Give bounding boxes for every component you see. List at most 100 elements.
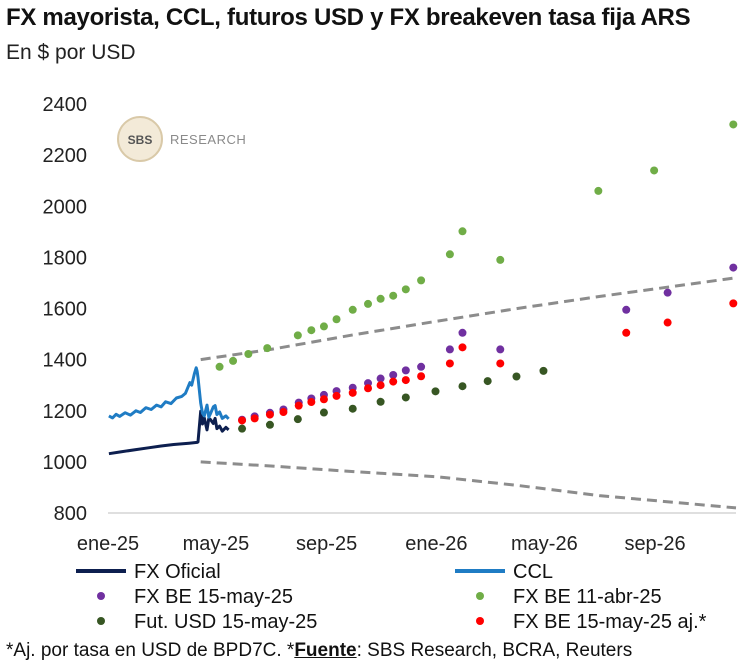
y-tick-label: 1800 — [43, 247, 88, 269]
legend-dot-marker — [97, 592, 105, 600]
data-point — [458, 382, 467, 391]
x-tick-label: ene-26 — [405, 533, 467, 555]
data-point — [250, 414, 259, 423]
chart-legend: FX Oficial CCL FX BE 15-may-25 FX BE 11-abr… — [76, 561, 707, 633]
data-point — [364, 384, 373, 393]
data-point — [376, 397, 385, 406]
data-point — [458, 227, 467, 236]
data-point — [319, 408, 328, 417]
data-point — [376, 294, 385, 303]
data-point — [307, 326, 316, 335]
chart-title: FX mayorista, CCL, futuros USD y FX brea… — [6, 4, 691, 31]
legend-label: Fut. USD 15-may-25 — [134, 611, 317, 633]
legend-item-fx-be-15-may-25: FX BE 15-may-25 — [97, 586, 293, 608]
data-point — [458, 343, 467, 352]
data-point — [389, 377, 398, 386]
data-point — [496, 345, 505, 354]
legend-item-fx-oficial: FX Oficial — [76, 561, 221, 583]
data-point — [496, 359, 505, 368]
data-point — [265, 410, 274, 419]
legend-label: FX BE 11-abr-25 — [513, 586, 662, 608]
watermark-text: RESEARCH — [170, 132, 246, 147]
data-point — [401, 366, 410, 375]
data-point — [364, 299, 373, 308]
data-point — [458, 328, 467, 337]
data-point — [389, 291, 398, 300]
x-tick-label: ene-25 — [77, 533, 139, 555]
data-point — [294, 401, 303, 410]
data-point — [729, 299, 738, 308]
series-line — [200, 276, 737, 362]
series-fx-be-11-abr-25 — [215, 120, 738, 371]
data-point — [263, 344, 272, 353]
legend-dot-marker — [476, 617, 484, 625]
data-point — [293, 415, 302, 424]
series-ccl — [108, 366, 230, 420]
data-point — [417, 276, 426, 285]
x-tick-label: may-26 — [511, 533, 578, 555]
data-point — [238, 416, 247, 425]
y-tick-label: 1600 — [43, 299, 88, 321]
data-point — [417, 372, 426, 381]
data-point — [445, 345, 454, 354]
series-line — [200, 460, 737, 510]
data-point — [332, 315, 341, 324]
data-point — [650, 166, 659, 175]
data-point — [238, 424, 247, 433]
legend-label: CCL — [513, 561, 553, 583]
legend-item-fx-be-15-may-25-aj: FX BE 15-may-25 aj.* — [476, 611, 707, 633]
series-line — [108, 409, 230, 456]
data-point — [401, 393, 410, 402]
chart-subtitle: En $ por USD — [6, 41, 136, 64]
data-point — [445, 359, 454, 368]
data-point — [594, 186, 603, 195]
data-point — [332, 391, 341, 400]
series-banda-superior — [200, 276, 737, 362]
x-tick-label: sep-26 — [624, 533, 685, 555]
y-tick-label: 1000 — [43, 452, 88, 474]
data-point — [512, 372, 521, 381]
y-tick-label: 1400 — [43, 350, 88, 372]
series-fut-usd-15-may-25 — [238, 366, 548, 433]
fx-chart: SBS RESEARCH 800 1000 1200 1400 1600 1800 2000… — [43, 94, 738, 633]
sbs-research-watermark: SBS RESEARCH — [117, 116, 246, 162]
data-point — [663, 288, 672, 297]
sbs-logo-icon — [117, 116, 163, 162]
data-point — [496, 255, 505, 264]
data-point — [229, 356, 238, 365]
data-point — [483, 377, 492, 386]
legend-item-fut-usd-15-may-25: Fut. USD 15-may-25 — [97, 611, 317, 633]
series-banda-inferior — [200, 460, 737, 510]
y-tick-label: 2400 — [43, 94, 88, 116]
data-point — [376, 381, 385, 390]
data-point — [376, 374, 385, 383]
footnote-source: : SBS Research, BCRA, Reuters — [356, 640, 633, 661]
y-tick-label: 2200 — [43, 145, 88, 167]
legend-dot-marker — [97, 617, 105, 625]
data-point — [348, 404, 357, 413]
legend-label: FX Oficial — [134, 561, 221, 583]
series-line — [108, 366, 230, 420]
data-point — [401, 376, 410, 385]
data-point — [445, 250, 454, 259]
data-point — [729, 120, 738, 129]
legend-label: FX BE 15-may-25 — [134, 586, 293, 608]
data-point — [622, 305, 631, 314]
data-point — [431, 387, 440, 396]
data-point — [307, 398, 316, 407]
legend-dot-marker — [476, 592, 484, 600]
y-tick-label: 2000 — [43, 196, 88, 218]
legend-label: FX BE 15-may-25 aj.* — [513, 611, 707, 633]
data-point — [622, 328, 631, 337]
data-point — [319, 395, 328, 404]
legend-item-fx-be-11-abr-25: FX BE 11-abr-25 — [476, 586, 662, 608]
data-point — [417, 362, 426, 371]
data-point — [319, 322, 328, 331]
chart-footnote: *Aj. por tasa en USD de BPD7C. *Fuente: … — [6, 640, 632, 662]
data-point — [389, 370, 398, 379]
x-tick-label: may-25 — [183, 533, 250, 555]
data-point — [663, 318, 672, 327]
legend-item-ccl: CCL — [455, 561, 553, 583]
data-point — [348, 388, 357, 397]
data-point — [244, 350, 253, 359]
